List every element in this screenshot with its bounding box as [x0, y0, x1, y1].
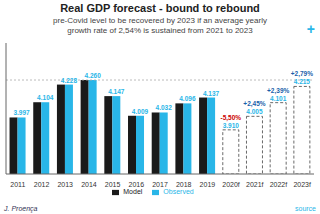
svg-text:2022f: 2022f — [270, 181, 288, 188]
svg-text:2021f: 2021f — [246, 181, 264, 188]
svg-text:4.260: 4.260 — [84, 72, 101, 79]
svg-text:2012: 2012 — [34, 181, 50, 188]
svg-text:4.228: 4.228 — [61, 77, 78, 84]
svg-text:4.147: 4.147 — [108, 88, 125, 95]
svg-text:2023f: 2023f — [293, 181, 311, 188]
svg-text:2016: 2016 — [129, 181, 145, 188]
svg-text:+2,39%: +2,39% — [267, 87, 289, 95]
svg-text:2019: 2019 — [200, 181, 216, 188]
html-text:J. Proença: J. Proença — [4, 205, 38, 212]
svg-text:2018: 2018 — [176, 181, 192, 188]
svg-text:4.032: 4.032 — [156, 104, 173, 111]
svg-text:4.101: 4.101 — [270, 95, 287, 102]
svg-text:4.009: 4.009 — [132, 108, 149, 115]
html-text:Real GDP forecast - bound to r: Real GDP forecast - bound to rebound — [60, 2, 260, 14]
html-text:pre-Covid level to be recovere: pre-Covid level to be recovered by 2023 … — [53, 16, 267, 25]
html-text:Observed: Observed — [163, 188, 194, 195]
html-text:source: source — [295, 205, 316, 212]
html-text:Model: Model — [123, 188, 143, 195]
svg-text:2017: 2017 — [152, 181, 168, 188]
svg-text:2013: 2013 — [57, 181, 73, 188]
svg-text:2011: 2011 — [10, 181, 25, 188]
svg-text:4.005: 4.005 — [246, 108, 263, 115]
svg-text:2020f: 2020f — [222, 181, 240, 188]
svg-text:3.910: 3.910 — [223, 122, 240, 129]
svg-text:4.215: 4.215 — [294, 78, 311, 85]
svg-text:2014: 2014 — [81, 181, 97, 188]
html-text:growth rate of 2,54% is sustai: growth rate of 2,54% is sustained from 2… — [67, 26, 253, 35]
svg-text:+2,45%: +2,45% — [243, 100, 265, 108]
svg-text:2015: 2015 — [105, 181, 121, 188]
svg-text:-5,50%: -5,50% — [220, 114, 241, 122]
svg-text:+2,79%: +2,79% — [291, 70, 312, 78]
svg-text:4.137: 4.137 — [203, 90, 220, 97]
svg-text:4.104: 4.104 — [37, 94, 54, 101]
svg-text:4.096: 4.096 — [179, 95, 196, 102]
svg-text:3.997: 3.997 — [13, 109, 30, 116]
